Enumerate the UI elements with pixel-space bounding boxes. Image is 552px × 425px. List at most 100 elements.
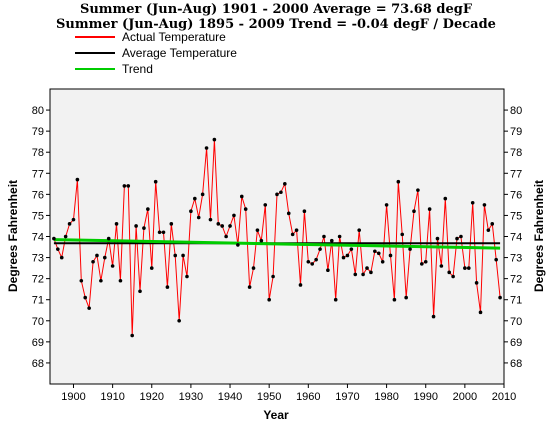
- data-point: [365, 266, 369, 270]
- data-point: [349, 247, 354, 251]
- y-tick-label: 73: [510, 253, 522, 265]
- data-point: [353, 272, 358, 277]
- data-point: [79, 278, 84, 283]
- x-tick-label: 1940: [218, 391, 242, 403]
- legend-label-trend: Trend: [122, 62, 153, 76]
- data-point: [451, 274, 455, 279]
- data-point: [95, 253, 99, 258]
- data-point: [400, 232, 405, 237]
- data-point: [161, 230, 166, 235]
- data-point: [232, 213, 236, 218]
- data-point: [498, 295, 502, 300]
- data-point: [169, 222, 174, 226]
- y-tick-label: 74: [510, 232, 522, 244]
- data-point: [369, 270, 373, 275]
- data-point: [298, 283, 303, 287]
- y-axis-label-left: Degrees Fahrenheit: [6, 180, 20, 292]
- x-tick-label: 2000: [453, 391, 477, 403]
- data-point: [126, 184, 131, 188]
- data-point: [87, 306, 91, 310]
- data-point: [153, 179, 158, 184]
- data-point: [447, 270, 452, 275]
- data-point: [439, 264, 444, 268]
- data-point: [263, 203, 268, 207]
- legend-label-average: Average Temperature: [122, 46, 237, 60]
- data-point: [408, 247, 412, 251]
- data-point: [212, 137, 217, 142]
- data-point: [149, 266, 154, 270]
- x-tick-label: 1980: [374, 391, 398, 403]
- data-point: [138, 289, 142, 294]
- y-tick-label: 76: [32, 189, 44, 201]
- data-point: [455, 236, 459, 241]
- x-axis: 1900 1910 1920 1930 1940 1950 1960 1970 1980 1990…: [61, 384, 516, 403]
- data-point: [337, 234, 342, 239]
- y-tick-label: 80: [32, 105, 44, 117]
- data-point: [412, 209, 416, 214]
- y-tick-label: 78: [32, 147, 44, 159]
- data-point: [157, 230, 162, 235]
- data-point: [310, 262, 315, 266]
- data-point: [466, 266, 471, 270]
- data-point: [208, 217, 213, 222]
- y-tick-label: 78: [510, 147, 522, 159]
- y-tick-label: 68: [510, 358, 522, 370]
- trend-line: [53, 238, 501, 250]
- data-point: [357, 228, 361, 232]
- data-point: [110, 264, 115, 268]
- data-point: [106, 236, 111, 241]
- data-point: [255, 228, 260, 232]
- data-point: [345, 253, 350, 258]
- x-tick-label: 1900: [61, 391, 85, 403]
- y-tick-label: 77: [32, 168, 44, 180]
- data-point: [118, 278, 123, 283]
- y-tick-label: 69: [32, 337, 44, 349]
- data-point: [392, 297, 397, 302]
- data-point: [130, 333, 134, 338]
- data-point: [122, 184, 127, 188]
- data-point: [216, 222, 221, 226]
- y-tick-label: 76: [510, 189, 522, 201]
- data-point: [384, 203, 389, 207]
- data-point: [427, 207, 432, 211]
- x-tick-label: 1960: [296, 391, 320, 403]
- x-tick-label: 1920: [140, 391, 164, 403]
- data-point: [204, 146, 209, 150]
- legend: Actual Temperature Average Temperature T…: [75, 30, 237, 76]
- y-axis-label-right: Degrees Fahrenheit: [532, 180, 546, 292]
- data-point: [196, 215, 201, 220]
- data-point: [114, 222, 119, 226]
- data-point: [189, 209, 193, 214]
- data-point: [173, 253, 178, 258]
- chart-subtitle: Summer (Jun-Aug) 1895 - 2009 Trend = -0.…: [56, 17, 496, 32]
- y-tick-label: 73: [32, 253, 44, 265]
- data-point: [373, 249, 377, 254]
- data-point: [431, 314, 436, 319]
- series-layer: [52, 137, 502, 338]
- data-point: [181, 253, 185, 258]
- data-point: [239, 194, 244, 199]
- y-tick-label: 77: [510, 168, 522, 180]
- data-point: [459, 234, 463, 239]
- data-point: [302, 209, 307, 214]
- data-point: [420, 262, 424, 266]
- y-tick-label: 79: [510, 126, 522, 138]
- data-point: [404, 295, 408, 300]
- data-point: [59, 255, 64, 260]
- data-point: [63, 234, 68, 239]
- data-point: [243, 207, 248, 211]
- data-point: [326, 268, 330, 273]
- data-point: [91, 259, 95, 264]
- data-point: [134, 224, 138, 228]
- y-tick-label: 79: [32, 126, 44, 138]
- y-tick-label: 80: [510, 105, 522, 117]
- data-point: [259, 238, 264, 243]
- data-point: [463, 266, 467, 270]
- y-tick-label: 70: [32, 316, 44, 328]
- data-point: [470, 200, 475, 205]
- data-point: [220, 224, 225, 228]
- data-point: [486, 228, 491, 232]
- data-point: [306, 259, 311, 264]
- x-tick-label: 1910: [100, 391, 124, 403]
